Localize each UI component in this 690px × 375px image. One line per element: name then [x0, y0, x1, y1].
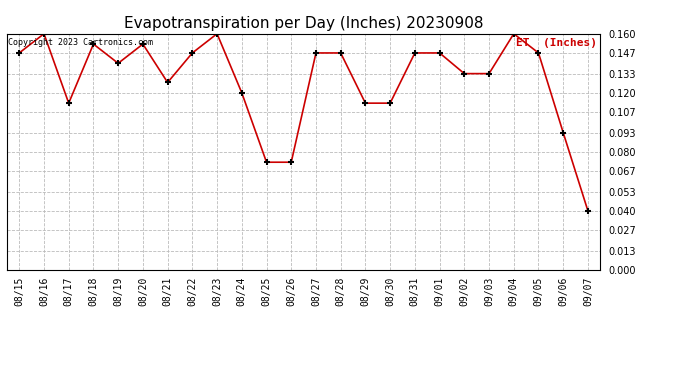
- Text: ET  (Inches): ET (Inches): [516, 39, 598, 48]
- Title: Evapotranspiration per Day (Inches) 20230908: Evapotranspiration per Day (Inches) 2023…: [124, 16, 484, 31]
- Text: Copyright 2023 Cartronics.com: Copyright 2023 Cartronics.com: [8, 39, 153, 48]
